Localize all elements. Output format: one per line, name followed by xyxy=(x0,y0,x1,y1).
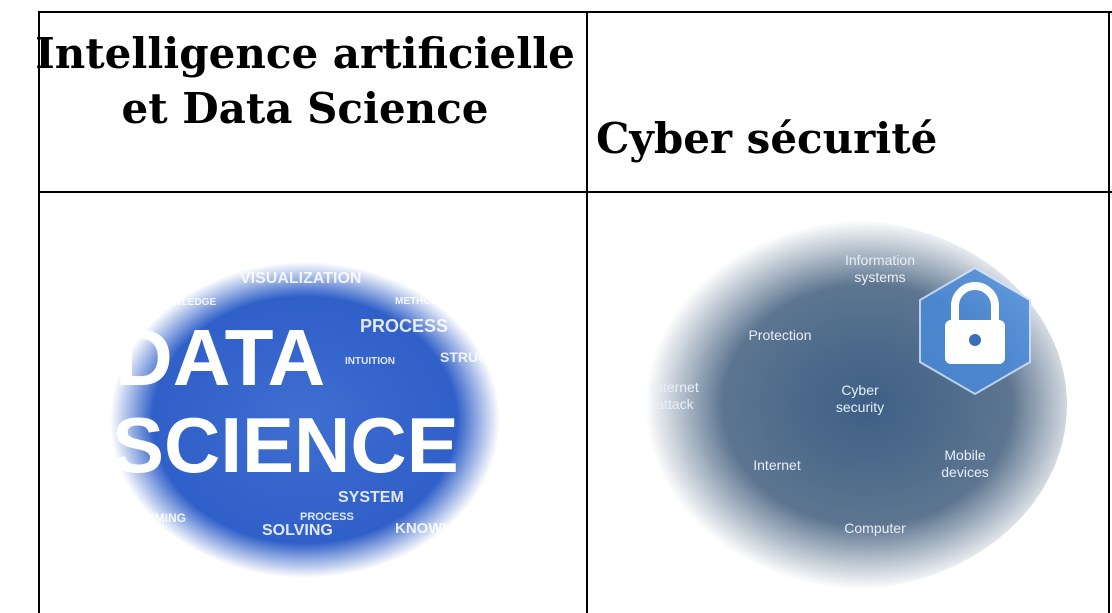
image-word: Computer xyxy=(844,520,906,536)
lock-icon xyxy=(919,266,1031,396)
image-word: SCIENCE xyxy=(112,401,459,489)
image-word: SYSTEM xyxy=(338,489,404,506)
image-word: STRUCTURE xyxy=(440,349,526,365)
image-word: PROCESS xyxy=(360,316,448,336)
image-word: VISUALIZATION xyxy=(240,270,361,287)
image-word: Mobile xyxy=(944,447,985,463)
image-word: KNOWLE xyxy=(395,520,462,537)
image-word: devices xyxy=(941,464,988,480)
image-word: KNOWLEDGE xyxy=(150,297,216,308)
image-word: ANALYSIS xyxy=(125,271,205,288)
image-word: Information xyxy=(845,252,915,268)
header-cell-text: Cyber sécurité xyxy=(596,114,937,163)
data-science-image xyxy=(110,262,500,578)
table-grid xyxy=(38,11,1112,613)
image-word: DATA xyxy=(115,313,325,402)
header-cell-text: et Data Science xyxy=(121,84,488,133)
image-word: Protection xyxy=(748,327,811,343)
image-word: GRAMMING xyxy=(118,511,186,525)
image-word: PROCESS xyxy=(300,511,354,523)
image-word: systems xyxy=(854,269,905,285)
header-cell-text: Intelligence artificielle xyxy=(35,29,575,78)
image-word: INTUITION xyxy=(345,356,395,367)
image-word: SOLVING xyxy=(262,522,333,539)
image-word: Internet xyxy=(753,457,801,473)
image-word: Internet xyxy=(651,379,699,395)
image-word: attack xyxy=(656,396,694,412)
image-word: security xyxy=(836,399,884,415)
image-word: METHODS xyxy=(395,296,445,307)
image-word: Cyber xyxy=(841,382,879,398)
